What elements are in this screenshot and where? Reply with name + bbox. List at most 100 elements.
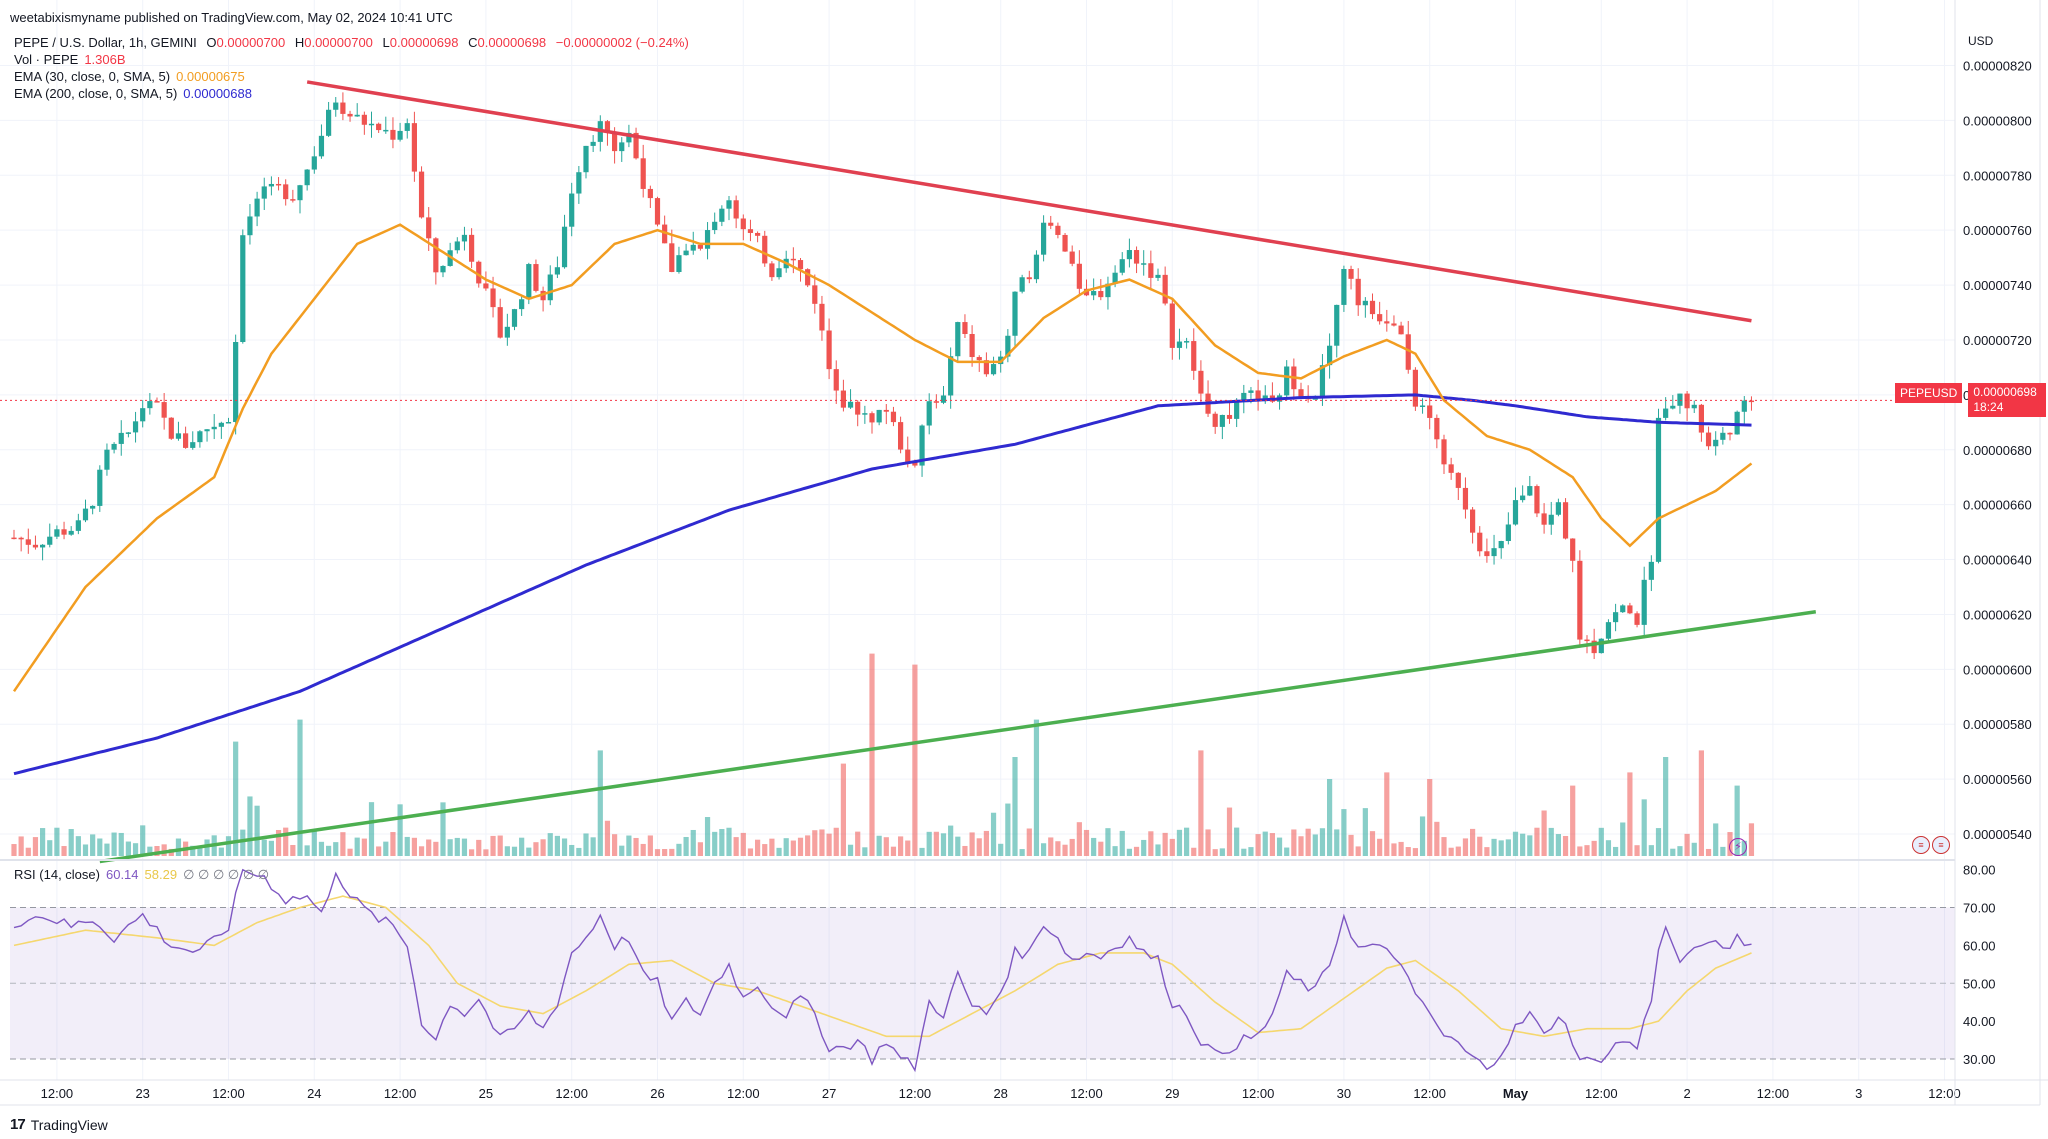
candle-body[interactable]: [676, 255, 682, 272]
candle-body[interactable]: [1727, 432, 1733, 435]
candle-body[interactable]: [933, 401, 939, 403]
candle-body[interactable]: [32, 544, 39, 548]
candle-body[interactable]: [318, 135, 325, 157]
candle-body[interactable]: [1241, 392, 1247, 402]
candle-body[interactable]: [11, 537, 17, 540]
candle-body[interactable]: [1248, 390, 1254, 393]
candle-body[interactable]: [883, 409, 889, 412]
candle-body[interactable]: [604, 121, 611, 133]
candle-body[interactable]: [61, 529, 67, 535]
candle-body[interactable]: [1012, 291, 1018, 336]
candle-body[interactable]: [225, 421, 232, 424]
candle-body[interactable]: [1105, 283, 1111, 298]
candle-body[interactable]: [1062, 234, 1068, 252]
candle-body[interactable]: [719, 208, 725, 222]
candle-body[interactable]: [526, 264, 532, 300]
candle-body[interactable]: [111, 443, 117, 450]
candle-body[interactable]: [805, 269, 811, 286]
candle-body[interactable]: [1155, 274, 1161, 278]
candle-body[interactable]: [1748, 400, 1755, 403]
candle-body[interactable]: [1477, 532, 1483, 552]
candle-body[interactable]: [1098, 291, 1104, 298]
candle-body[interactable]: [1419, 405, 1426, 407]
candle-body[interactable]: [347, 113, 353, 117]
candle-body[interactable]: [1648, 561, 1654, 580]
candle-body[interactable]: [547, 274, 553, 301]
candle-body[interactable]: [1698, 404, 1704, 433]
candle-body[interactable]: [576, 172, 582, 194]
candle-body[interactable]: [833, 369, 839, 391]
candle-body[interactable]: [1605, 622, 1612, 639]
candle-body[interactable]: [1434, 417, 1440, 440]
candle-body[interactable]: [869, 413, 875, 423]
candle-body[interactable]: [1355, 278, 1361, 306]
candle-body[interactable]: [68, 530, 74, 535]
candle-body[interactable]: [554, 267, 560, 275]
candle-body[interactable]: [1548, 514, 1554, 525]
candle-body[interactable]: [583, 145, 589, 173]
candle-body[interactable]: [1384, 321, 1390, 324]
candle-body[interactable]: [90, 505, 96, 509]
candle-body[interactable]: [497, 307, 503, 338]
candle-body[interactable]: [1405, 334, 1411, 370]
candle-body[interactable]: [1398, 325, 1404, 335]
candle-body[interactable]: [140, 408, 146, 422]
candle-body[interactable]: [104, 449, 110, 470]
candle-body[interactable]: [1148, 263, 1154, 278]
candle-body[interactable]: [261, 186, 267, 199]
candle-body[interactable]: [1141, 263, 1147, 265]
candle-body[interactable]: [1448, 464, 1454, 473]
candle-body[interactable]: [1348, 268, 1354, 279]
candle-body[interactable]: [955, 322, 961, 357]
candle-body[interactable]: [1341, 268, 1347, 305]
candle-body[interactable]: [404, 123, 410, 131]
candle-body[interactable]: [154, 401, 160, 403]
candle-body[interactable]: [1369, 300, 1376, 315]
candle-body[interactable]: [626, 132, 632, 143]
candle-body[interactable]: [712, 221, 718, 231]
candle-body[interactable]: [561, 226, 568, 268]
candle-body[interactable]: [1119, 259, 1125, 273]
candle-body[interactable]: [147, 401, 153, 409]
candle-body[interactable]: [1613, 612, 1619, 623]
candle-body[interactable]: [762, 235, 768, 264]
candle-body[interactable]: [740, 218, 746, 230]
candle-body[interactable]: [333, 102, 339, 110]
candle-body[interactable]: [662, 224, 668, 244]
candle-body[interactable]: [940, 395, 947, 403]
candle-body[interactable]: [183, 433, 189, 448]
candle-body[interactable]: [304, 169, 310, 186]
candle-body[interactable]: [1741, 400, 1747, 412]
candle-body[interactable]: [926, 401, 932, 426]
candle-body[interactable]: [1520, 495, 1526, 501]
candle-body[interactable]: [1262, 395, 1268, 401]
candle-body[interactable]: [826, 330, 832, 370]
candle-body[interactable]: [483, 283, 489, 289]
candle-body[interactable]: [161, 402, 167, 418]
candle-body[interactable]: [1255, 390, 1261, 401]
candle-body[interactable]: [1048, 222, 1054, 226]
symbol-legend[interactable]: PEPE / U.S. Dollar, 1h, GEMINI O0.000007…: [14, 34, 695, 51]
candle-body[interactable]: [1362, 300, 1368, 306]
us-flag-icon[interactable]: ≡: [1912, 836, 1930, 854]
candle-body[interactable]: [519, 299, 525, 310]
candle-body[interactable]: [905, 449, 911, 463]
candle-body[interactable]: [569, 193, 575, 227]
candle-body[interactable]: [1591, 640, 1597, 654]
candle-body[interactable]: [433, 238, 439, 273]
candle-body[interactable]: [1319, 365, 1326, 399]
candle-body[interactable]: [1069, 251, 1075, 264]
candle-body[interactable]: [75, 520, 81, 531]
candle-body[interactable]: [397, 130, 403, 140]
candle-body[interactable]: [211, 426, 217, 430]
candle-body[interactable]: [1705, 432, 1712, 447]
candle-body[interactable]: [1234, 401, 1240, 419]
candle-body[interactable]: [440, 265, 446, 273]
candle-body[interactable]: [1577, 560, 1583, 640]
candle-body[interactable]: [390, 129, 396, 140]
candle-body[interactable]: [1455, 472, 1461, 488]
candle-body[interactable]: [504, 326, 510, 338]
candle-body[interactable]: [1091, 291, 1097, 296]
candle-body[interactable]: [669, 243, 675, 272]
candle-body[interactable]: [1584, 639, 1590, 642]
